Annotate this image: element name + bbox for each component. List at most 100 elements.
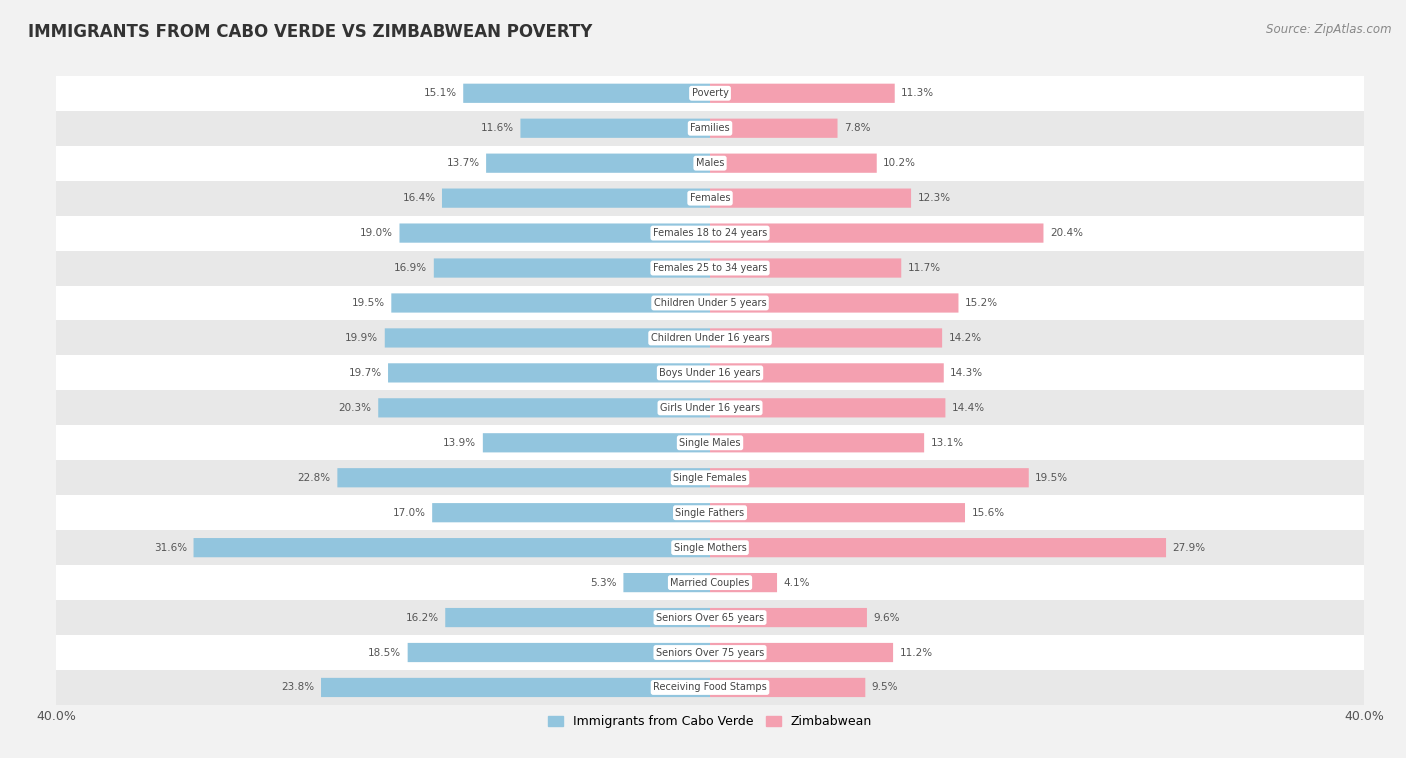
Text: Males: Males [696, 158, 724, 168]
Bar [56, 635, 1364, 670]
Text: 4.1%: 4.1% [783, 578, 810, 587]
FancyBboxPatch shape [710, 189, 911, 208]
Text: 20.3%: 20.3% [339, 402, 371, 413]
Text: 19.5%: 19.5% [352, 298, 385, 308]
Bar [56, 670, 1364, 705]
FancyBboxPatch shape [710, 468, 1029, 487]
Text: 27.9%: 27.9% [1173, 543, 1206, 553]
FancyBboxPatch shape [710, 328, 942, 348]
Text: 13.7%: 13.7% [447, 158, 479, 168]
Bar [56, 215, 1364, 251]
Text: Married Couples: Married Couples [671, 578, 749, 587]
Text: Single Females: Single Females [673, 473, 747, 483]
FancyBboxPatch shape [194, 538, 710, 557]
Text: 14.2%: 14.2% [949, 333, 981, 343]
Text: 15.6%: 15.6% [972, 508, 1005, 518]
Text: Poverty: Poverty [692, 88, 728, 99]
FancyBboxPatch shape [385, 328, 710, 348]
FancyBboxPatch shape [441, 189, 710, 208]
Bar [56, 565, 1364, 600]
FancyBboxPatch shape [710, 398, 945, 418]
Text: Single Mothers: Single Mothers [673, 543, 747, 553]
FancyBboxPatch shape [623, 573, 710, 592]
FancyBboxPatch shape [399, 224, 710, 243]
FancyBboxPatch shape [378, 398, 710, 418]
FancyBboxPatch shape [337, 468, 710, 487]
FancyBboxPatch shape [710, 154, 877, 173]
Text: Families: Families [690, 124, 730, 133]
Text: Receiving Food Stamps: Receiving Food Stamps [654, 682, 766, 693]
Text: 16.2%: 16.2% [405, 612, 439, 622]
FancyBboxPatch shape [710, 643, 893, 662]
Text: 16.4%: 16.4% [402, 193, 436, 203]
Text: 12.3%: 12.3% [918, 193, 950, 203]
Text: 9.5%: 9.5% [872, 682, 898, 693]
Text: 14.3%: 14.3% [950, 368, 983, 378]
Text: Girls Under 16 years: Girls Under 16 years [659, 402, 761, 413]
Text: 19.5%: 19.5% [1035, 473, 1069, 483]
Bar [56, 146, 1364, 180]
Text: 5.3%: 5.3% [591, 578, 617, 587]
Bar [56, 111, 1364, 146]
Bar [56, 286, 1364, 321]
Text: 10.2%: 10.2% [883, 158, 917, 168]
Text: Females: Females [690, 193, 730, 203]
FancyBboxPatch shape [482, 433, 710, 453]
FancyBboxPatch shape [710, 608, 868, 627]
Bar [56, 425, 1364, 460]
Text: Children Under 16 years: Children Under 16 years [651, 333, 769, 343]
Text: 17.0%: 17.0% [392, 508, 426, 518]
Text: Females 25 to 34 years: Females 25 to 34 years [652, 263, 768, 273]
Text: Source: ZipAtlas.com: Source: ZipAtlas.com [1267, 23, 1392, 36]
Text: 15.1%: 15.1% [423, 88, 457, 99]
Text: 13.1%: 13.1% [931, 438, 963, 448]
Text: 19.0%: 19.0% [360, 228, 392, 238]
Text: Children Under 5 years: Children Under 5 years [654, 298, 766, 308]
Text: 11.2%: 11.2% [900, 647, 932, 657]
FancyBboxPatch shape [710, 293, 959, 312]
Text: 31.6%: 31.6% [153, 543, 187, 553]
Text: 23.8%: 23.8% [281, 682, 315, 693]
Bar [56, 251, 1364, 286]
Text: 19.7%: 19.7% [349, 368, 381, 378]
Bar [56, 495, 1364, 530]
FancyBboxPatch shape [321, 678, 710, 697]
Bar [56, 390, 1364, 425]
FancyBboxPatch shape [710, 118, 838, 138]
Text: 19.9%: 19.9% [344, 333, 378, 343]
FancyBboxPatch shape [408, 643, 710, 662]
Bar [56, 600, 1364, 635]
Text: 11.6%: 11.6% [481, 124, 515, 133]
FancyBboxPatch shape [710, 224, 1043, 243]
FancyBboxPatch shape [710, 573, 778, 592]
FancyBboxPatch shape [446, 608, 710, 627]
Bar [56, 76, 1364, 111]
Text: 11.3%: 11.3% [901, 88, 935, 99]
Text: Seniors Over 65 years: Seniors Over 65 years [657, 612, 763, 622]
Text: 7.8%: 7.8% [844, 124, 870, 133]
FancyBboxPatch shape [520, 118, 710, 138]
Text: 13.9%: 13.9% [443, 438, 477, 448]
FancyBboxPatch shape [710, 83, 894, 103]
Text: Boys Under 16 years: Boys Under 16 years [659, 368, 761, 378]
Text: Seniors Over 75 years: Seniors Over 75 years [657, 647, 763, 657]
Bar [56, 321, 1364, 356]
Text: 9.6%: 9.6% [873, 612, 900, 622]
FancyBboxPatch shape [710, 678, 865, 697]
Text: 22.8%: 22.8% [298, 473, 330, 483]
FancyBboxPatch shape [388, 363, 710, 383]
Text: 15.2%: 15.2% [965, 298, 998, 308]
Bar [56, 356, 1364, 390]
FancyBboxPatch shape [432, 503, 710, 522]
Text: 18.5%: 18.5% [368, 647, 401, 657]
FancyBboxPatch shape [710, 503, 965, 522]
Text: IMMIGRANTS FROM CABO VERDE VS ZIMBABWEAN POVERTY: IMMIGRANTS FROM CABO VERDE VS ZIMBABWEAN… [28, 23, 592, 41]
Text: Single Fathers: Single Fathers [675, 508, 745, 518]
Bar [56, 180, 1364, 215]
FancyBboxPatch shape [391, 293, 710, 312]
FancyBboxPatch shape [463, 83, 710, 103]
Bar [56, 460, 1364, 495]
FancyBboxPatch shape [710, 363, 943, 383]
Bar [56, 530, 1364, 565]
FancyBboxPatch shape [710, 538, 1166, 557]
